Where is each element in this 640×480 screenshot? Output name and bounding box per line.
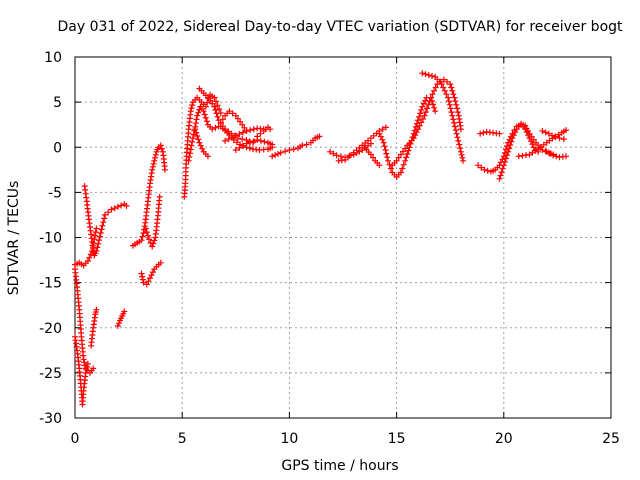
data-marker [361,144,383,169]
data-marker [217,123,276,153]
y-tick-label: -20 [39,321,62,337]
series-s12 [192,126,211,160]
series-s19 [307,133,323,146]
chart-title: Day 031 of 2022, Sidereal Day-to-day VTE… [57,19,623,35]
series-s23 [376,94,439,180]
y-axis-label: SDTVAR / TECUs [6,181,22,296]
y-tick-label: -30 [39,411,62,427]
series-s07 [129,142,168,249]
x-tick-label: 0 [71,431,80,447]
plot-frame [74,56,612,419]
series-s15 [222,125,267,144]
data-marker [539,128,567,143]
x-tick-label: 25 [602,431,620,447]
y-tick-label: -5 [48,185,62,201]
data-marker [232,137,276,153]
data-marker [72,333,91,408]
x-tick-label: 15 [388,431,406,447]
data-marker [477,128,503,137]
series-s14 [217,123,276,153]
axis-ticks: 0 5 10 15 20 25 -30 -25 -20 -15 -10 -5 0 5 10 [39,50,620,447]
data-marker [307,133,323,146]
data-marker [192,126,211,160]
series-s26 [477,128,503,137]
data-marker [254,124,274,140]
x-tick-label: 5 [178,431,187,447]
data-marker [181,91,224,200]
data-marker [335,124,389,164]
y-tick-label: -25 [39,366,62,382]
series-s04 [81,183,130,259]
y-tick-label: -15 [39,276,62,292]
series-s10 [181,91,224,200]
data-marker [222,125,267,144]
series-s08 [138,259,164,288]
series-s16 [232,137,276,153]
series-s21 [335,124,389,164]
x-tick-label: 20 [495,431,513,447]
data-marker [269,141,310,160]
data-marker [72,266,97,376]
y-tick-label: -10 [39,231,62,247]
data-points [72,70,569,408]
grid-lines [75,57,611,418]
series-s05 [88,306,100,349]
series-s18 [254,124,274,140]
series-s03 [72,266,97,376]
series-s22 [361,144,383,169]
data-marker [142,193,163,250]
data-marker [114,308,128,329]
series-s09 [142,193,163,250]
data-marker [376,94,439,180]
series-s17 [269,141,310,160]
x-axis-label: GPS time / hours [281,458,398,474]
data-marker [81,183,130,259]
series-s24 [389,76,464,169]
series-s30 [539,128,567,143]
series-s31 [543,148,569,161]
data-marker [88,306,100,349]
y-tick-label: 5 [53,95,62,111]
data-marker [419,70,467,164]
y-tick-label: 10 [44,50,62,66]
y-tick-label: 0 [53,140,62,156]
data-marker [138,259,164,288]
series-s25 [419,70,467,164]
series-s06 [114,308,128,329]
series-s02 [72,333,91,408]
x-tick-label: 10 [280,431,298,447]
data-marker [543,148,569,161]
data-marker [129,142,168,249]
data-marker [389,76,464,169]
